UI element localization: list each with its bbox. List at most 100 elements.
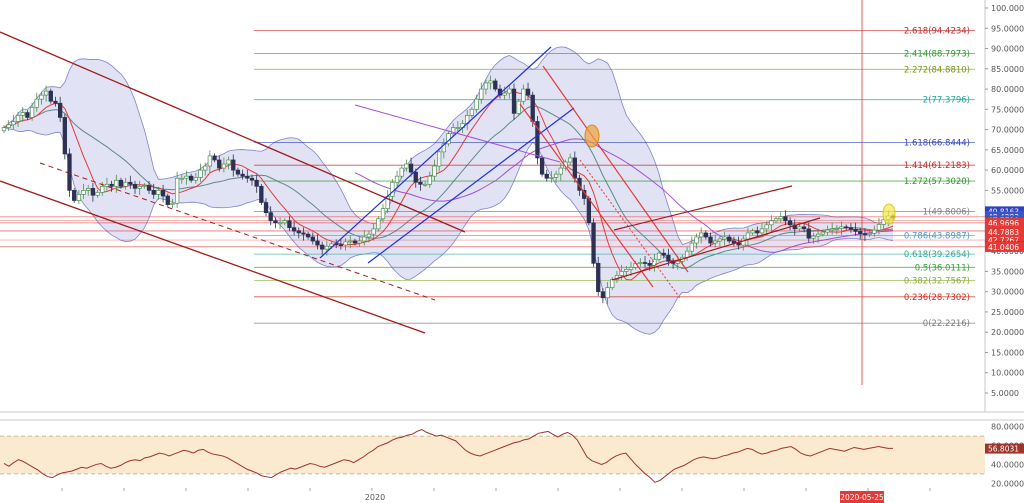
y-tick-label: 55.0000 <box>991 186 1024 195</box>
candle-body <box>553 173 559 178</box>
candle-body <box>619 271 624 276</box>
rsi-tick-label: 80.0000 <box>991 423 1024 432</box>
rsi-band <box>0 436 985 474</box>
candle-body <box>1 127 7 132</box>
trendline <box>319 46 552 259</box>
fib-level-label: 2(77.3796) <box>923 96 970 106</box>
candle-body <box>408 163 414 173</box>
candle-body <box>722 236 727 240</box>
candle-body <box>535 121 540 159</box>
candle-body <box>53 100 58 104</box>
candle-body <box>348 240 353 243</box>
candle-body <box>493 80 498 90</box>
y-tick-label: 100.0000 <box>991 4 1024 13</box>
candle-body <box>764 224 769 230</box>
fib-level-label: 1.618(66.8444) <box>904 138 970 148</box>
candle-body <box>507 88 512 94</box>
candle-body <box>249 177 255 181</box>
fib-level-label: 0.236(28.7302) <box>904 293 970 303</box>
candle-body <box>259 185 264 203</box>
x-axis-label: 2020 <box>365 493 385 502</box>
candle-body <box>544 173 549 179</box>
candle-body <box>745 232 751 240</box>
candle-body <box>179 177 184 180</box>
candle-body <box>376 218 381 230</box>
candle-body <box>853 228 858 232</box>
candle-body <box>511 88 517 114</box>
rsi-current-label: 56.8031 <box>988 445 1019 454</box>
fib-level-label: 2.618(94.4234) <box>904 27 970 37</box>
candle-body <box>165 195 170 205</box>
candle-body <box>736 242 741 246</box>
candle-body <box>778 216 783 220</box>
candle-body <box>839 226 844 229</box>
candle-body <box>100 185 105 193</box>
candle-body <box>610 279 615 288</box>
candle-body <box>394 175 400 183</box>
candle-body <box>245 175 250 179</box>
candle-body <box>811 235 816 239</box>
candle-body <box>750 230 755 234</box>
candle-body <box>844 226 849 229</box>
candle-body <box>717 238 723 242</box>
candle-body <box>647 262 652 266</box>
candle-body <box>451 127 456 134</box>
candle-body <box>642 262 648 264</box>
candle-body <box>366 233 372 238</box>
y-tick-label: 75.0000 <box>991 105 1024 114</box>
trendline <box>367 107 575 264</box>
candle-body <box>502 92 507 96</box>
highlight-ellipse <box>584 124 600 148</box>
price-tag <box>985 206 1024 217</box>
date-tag <box>840 491 884 503</box>
candle-body <box>600 291 606 299</box>
candle-body <box>390 181 395 197</box>
candle-body <box>118 179 124 187</box>
candle-body <box>277 222 283 225</box>
candle-body <box>783 216 788 222</box>
y-tick-label: 25.0000 <box>991 308 1024 317</box>
candle-body <box>39 94 44 100</box>
candle-body <box>568 157 573 163</box>
y-tick-label: 30.0000 <box>991 288 1024 297</box>
candle-body <box>455 127 461 129</box>
candle-body <box>586 198 592 224</box>
candle-body <box>338 244 344 247</box>
candle-body <box>357 240 362 244</box>
candle-body <box>862 233 868 236</box>
trendline <box>611 217 821 281</box>
candle-body <box>806 228 811 239</box>
candle-body <box>240 173 245 177</box>
candle-body <box>352 240 358 244</box>
candle-body <box>371 228 376 235</box>
candle-body <box>876 224 882 231</box>
trendline <box>354 104 561 163</box>
candle-body <box>572 157 577 179</box>
candle-body <box>62 117 67 155</box>
trendline <box>39 162 436 301</box>
candle-body <box>872 229 877 234</box>
candle-body <box>156 190 161 195</box>
candle-body <box>86 187 91 191</box>
candle-body <box>830 228 835 231</box>
candle-body <box>221 163 227 169</box>
fib-level-label: 1.414(61.2183) <box>904 161 970 171</box>
price-tag-label: 42.7267 <box>988 236 1019 245</box>
y-tick-label: 85.0000 <box>991 65 1024 74</box>
candle-body <box>315 240 320 246</box>
candle-body <box>483 82 489 90</box>
candle-body <box>235 169 241 175</box>
candle-body <box>146 185 152 191</box>
candle-body <box>549 177 554 179</box>
y-tick-label: 15.0000 <box>991 348 1024 357</box>
candle-body <box>212 155 217 161</box>
candle-body <box>268 212 273 222</box>
moving-average-long <box>354 138 894 253</box>
candle-body <box>81 190 86 195</box>
candle-body <box>666 254 671 262</box>
price-tag <box>985 217 1024 228</box>
y-tick-label: 95.0000 <box>991 24 1024 33</box>
fib-level-label: 2.272(84.8810) <box>904 65 970 75</box>
candle-body <box>703 232 708 238</box>
candle-body <box>694 236 699 244</box>
